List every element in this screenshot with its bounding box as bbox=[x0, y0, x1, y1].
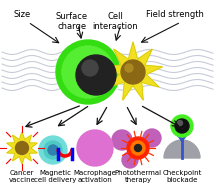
Circle shape bbox=[56, 40, 120, 104]
Text: Field strength: Field strength bbox=[146, 10, 204, 19]
Circle shape bbox=[122, 152, 138, 168]
Circle shape bbox=[143, 129, 161, 147]
Wedge shape bbox=[164, 140, 200, 158]
Circle shape bbox=[175, 119, 189, 133]
Text: Surface
charge: Surface charge bbox=[56, 12, 88, 31]
Circle shape bbox=[62, 46, 114, 98]
Circle shape bbox=[121, 60, 145, 84]
Text: Checkpoint
blockade: Checkpoint blockade bbox=[162, 170, 202, 183]
Text: Cell
interaction: Cell interaction bbox=[92, 12, 138, 31]
Text: Cancer
vaccine: Cancer vaccine bbox=[9, 170, 35, 183]
Circle shape bbox=[48, 145, 58, 155]
Text: Magnetic
cell delivery: Magnetic cell delivery bbox=[34, 170, 76, 183]
Circle shape bbox=[131, 141, 145, 155]
Text: Photothermal
therapy: Photothermal therapy bbox=[114, 170, 162, 183]
Circle shape bbox=[39, 136, 67, 164]
Circle shape bbox=[44, 141, 62, 159]
Circle shape bbox=[127, 137, 149, 159]
Circle shape bbox=[16, 142, 29, 154]
Circle shape bbox=[178, 121, 183, 125]
Circle shape bbox=[82, 60, 98, 76]
Circle shape bbox=[171, 115, 193, 137]
Text: Size: Size bbox=[13, 10, 31, 19]
Circle shape bbox=[76, 55, 116, 95]
Circle shape bbox=[135, 145, 141, 152]
Circle shape bbox=[77, 130, 113, 166]
Circle shape bbox=[125, 64, 133, 72]
Polygon shape bbox=[103, 42, 163, 100]
Circle shape bbox=[112, 130, 132, 150]
Text: Macrophage
activation: Macrophage activation bbox=[74, 170, 116, 183]
Polygon shape bbox=[7, 132, 37, 164]
